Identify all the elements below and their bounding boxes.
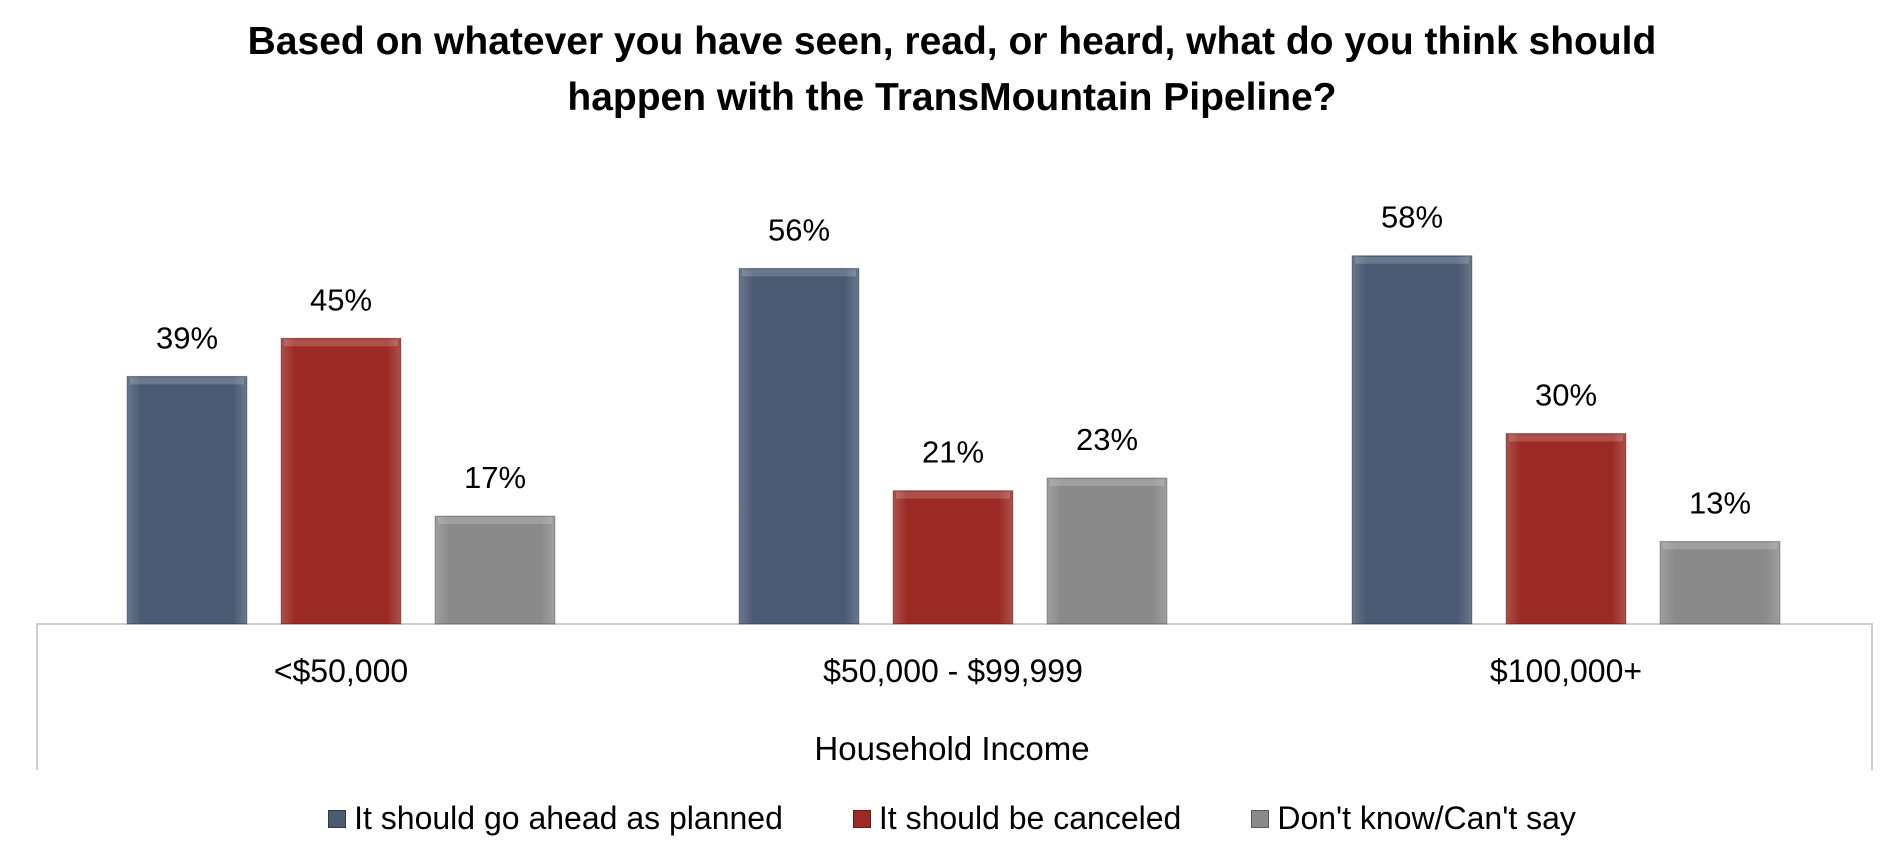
chart-title-line-2: happen with the TransMountain Pipeline?	[567, 76, 1337, 119]
legend-item-it-should-go-ahead-as-planned: It should go ahead as planned	[328, 800, 783, 837]
x-tick-label-2: $100,000+	[1490, 653, 1642, 689]
chart-title: Based on whatever you have seen, read, o…	[0, 14, 1904, 126]
legend: It should go ahead as planned It should b…	[0, 800, 1904, 837]
x-tick-label-1: $50,000 - $99,999	[823, 653, 1083, 689]
data-labels: 39% 45% 17% 56% 21% 23% 58% 30% 13%	[156, 200, 1751, 521]
data-label-don-t-know-can-t-say-2: 13%	[1689, 485, 1751, 520]
x-tick-labels: <$50,000 $50,000 - $99,999 $100,000+	[274, 653, 1642, 689]
bar-top-highlight	[1355, 256, 1469, 264]
bar-top-highlight	[284, 339, 398, 347]
bar-it-should-go-ahead-as-planned-2	[1351, 255, 1473, 625]
data-label-it-should-be-canceled-1: 21%	[922, 435, 984, 470]
bar-top-highlight	[438, 517, 552, 525]
legend-label: It should go ahead as planned	[354, 800, 783, 836]
x-tick-label-0: <$50,000	[274, 653, 408, 689]
data-label-it-should-go-ahead-as-planned-0: 39%	[156, 320, 218, 355]
data-label-it-should-be-canceled-0: 45%	[310, 282, 372, 317]
bar-it-should-be-canceled-0	[280, 337, 402, 625]
data-label-it-should-be-canceled-2: 30%	[1535, 378, 1597, 413]
legend-item-don-t-know-can-t-say: Don't know/Can't say	[1251, 800, 1576, 837]
bar-it-should-go-ahead-as-planned-1	[738, 267, 860, 625]
data-label-it-should-go-ahead-as-planned-1: 56%	[768, 212, 830, 247]
bar-it-should-be-canceled-2	[1505, 433, 1627, 625]
legend-swatch	[852, 809, 871, 828]
bar-don-t-know-can-t-say-2	[1659, 540, 1781, 625]
bar-chart: 39% 45% 17% 56% 21% 23% 58% 30% 13% <$50,000 $50,…	[36, 200, 1873, 770]
bar-top-highlight	[1663, 542, 1777, 550]
legend-label: It should be canceled	[878, 800, 1182, 836]
chart-title-line-1: Based on whatever you have seen, read, o…	[247, 20, 1657, 63]
x-axis-label: Household Income	[814, 730, 1089, 767]
bar-top-highlight	[896, 491, 1010, 499]
bar-top-highlight	[130, 377, 244, 385]
legend-label: Don't know/Can't say	[1277, 800, 1576, 836]
bar-it-should-go-ahead-as-planned-0	[126, 375, 248, 625]
legend-swatch	[1251, 809, 1270, 828]
data-label-don-t-know-can-t-say-0: 17%	[464, 460, 526, 495]
legend-swatch	[328, 809, 347, 828]
data-label-don-t-know-can-t-say-1: 23%	[1076, 422, 1138, 457]
bar-top-highlight	[1509, 434, 1623, 442]
bar-top-highlight	[742, 269, 856, 277]
legend-item-it-should-be-canceled: It should be canceled	[852, 800, 1182, 837]
data-label-it-should-go-ahead-as-planned-2: 58%	[1381, 200, 1443, 235]
bars	[126, 255, 1781, 625]
bar-don-t-know-can-t-say-1	[1046, 477, 1168, 625]
bar-don-t-know-can-t-say-0	[434, 515, 556, 625]
bar-it-should-be-canceled-1	[892, 490, 1014, 625]
bar-top-highlight	[1050, 478, 1164, 486]
